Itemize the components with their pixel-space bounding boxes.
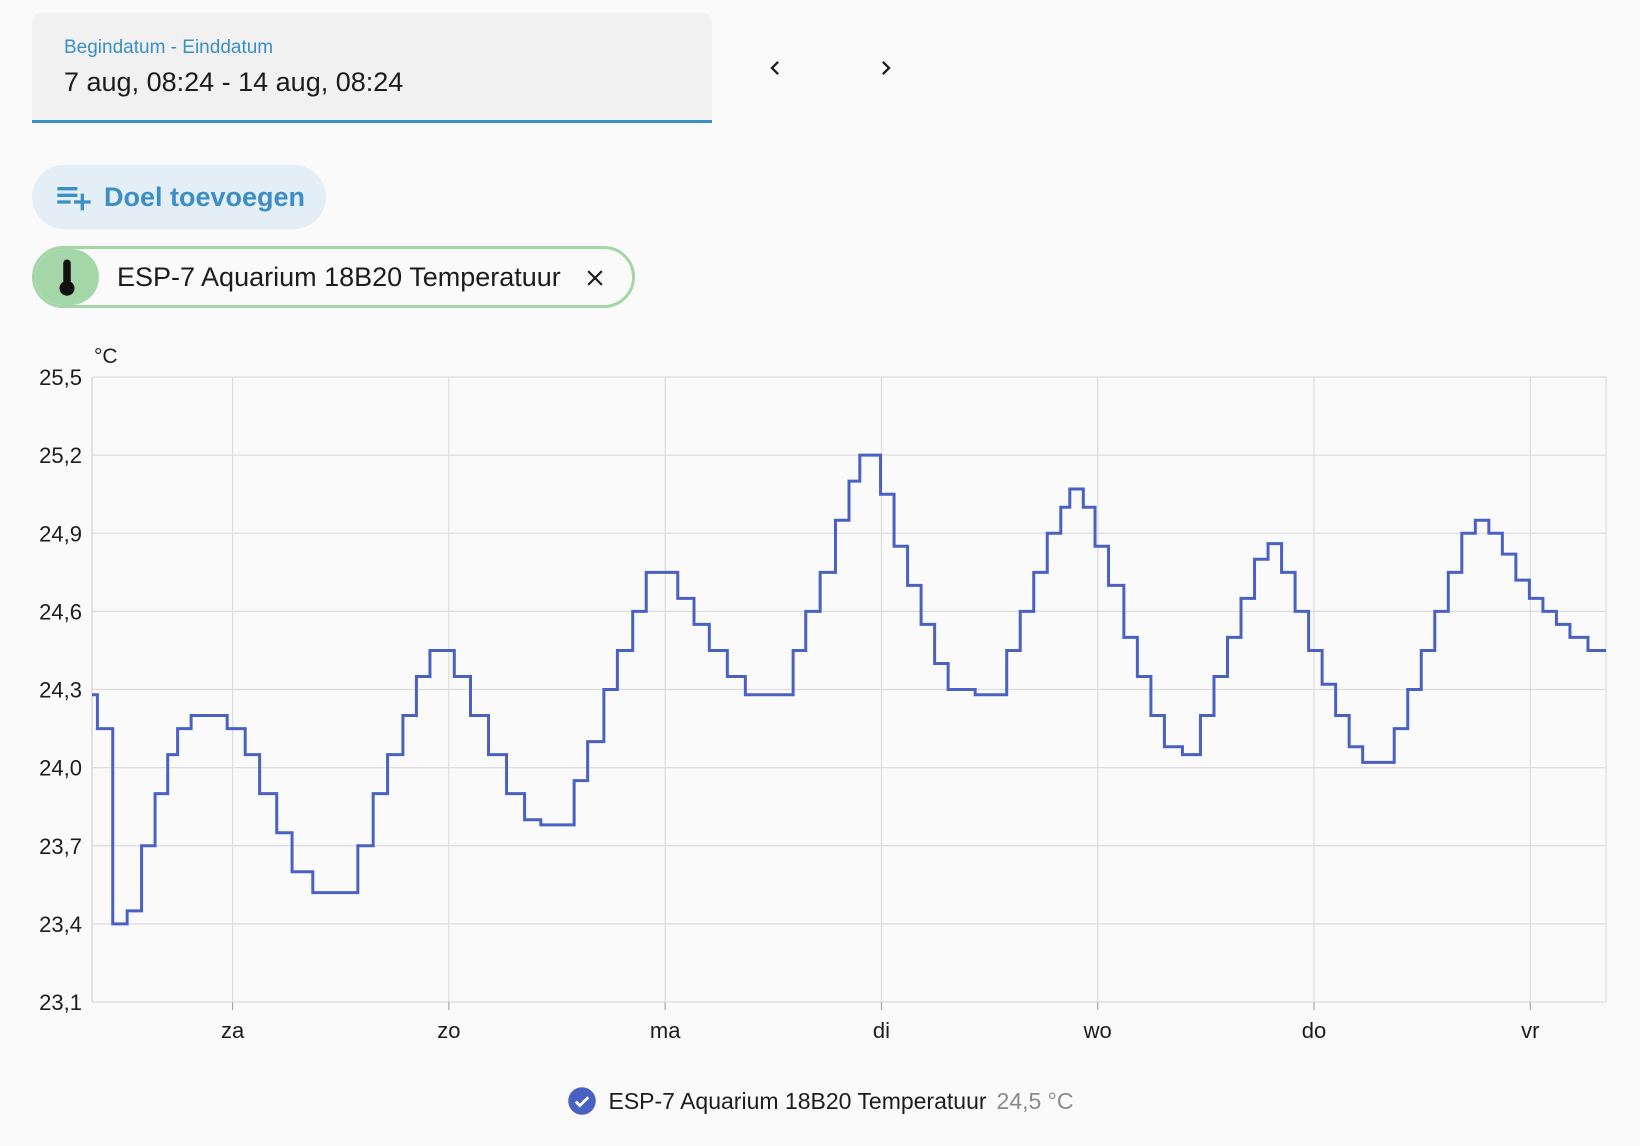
- x-tick-label: wo: [1083, 1018, 1112, 1040]
- x-tick-label: ma: [650, 1018, 681, 1040]
- y-tick-label: 25,2: [39, 443, 82, 468]
- legend-item[interactable]: ESP-7 Aquarium 18B20 Temperatuur 24,5 °C: [567, 1086, 1074, 1116]
- series-line: [92, 453, 1606, 926]
- previous-period-button[interactable]: [751, 44, 799, 92]
- chip-label: ESP-7 Aquarium 18B20 Temperatuur: [117, 261, 561, 292]
- check-circle-icon: [567, 1087, 596, 1115]
- x-tick-label: vr: [1521, 1018, 1539, 1040]
- date-range-picker[interactable]: Begindatum - Einddatum 7 aug, 08:24 - 14…: [32, 13, 712, 123]
- date-range-label: Begindatum - Einddatum: [64, 37, 274, 58]
- y-tick-label: 25,5: [39, 365, 82, 390]
- date-range-value: 7 aug, 08:24 - 14 aug, 08:24: [64, 67, 404, 97]
- close-icon: [587, 270, 603, 286]
- x-tick-label: di: [873, 1018, 890, 1040]
- y-tick-label: 23,4: [39, 912, 82, 937]
- chevron-right-icon: [882, 61, 891, 75]
- legend-series-name: ESP-7 Aquarium 18B20 Temperatuur: [608, 1087, 987, 1114]
- y-tick-label: 23,7: [39, 834, 82, 859]
- y-tick-label: 24,0: [39, 756, 82, 781]
- add-target-label: Doel toevoegen: [104, 181, 306, 212]
- y-tick-label: 24,9: [39, 521, 82, 546]
- thermometer-icon: [59, 259, 75, 296]
- y-tick-label: 24,6: [39, 599, 82, 624]
- x-tick-label: do: [1302, 1018, 1326, 1040]
- next-period-button[interactable]: [862, 44, 910, 92]
- target-chip: ESP-7 Aquarium 18B20 Temperatuur: [32, 246, 635, 308]
- y-tick-label: 24,3: [39, 678, 82, 703]
- y-axis-unit: °C: [94, 345, 118, 368]
- add-target-button[interactable]: Doel toevoegen: [32, 165, 326, 229]
- chip-icon-container: [35, 249, 99, 305]
- legend-series-value: 24,5 °C: [996, 1087, 1074, 1114]
- playlist-plus-icon: [57, 187, 91, 211]
- y-tick-label: 23,1: [39, 990, 82, 1015]
- history-chart: 25,5 25,2 24,9 24,6 24,3 24,0 23,7 23,4 23,1 °C za…: [39, 345, 1607, 1040]
- chevron-left-icon: [770, 61, 779, 75]
- remove-target-button[interactable]: [578, 261, 612, 295]
- x-tick-label: zo: [437, 1018, 460, 1040]
- x-tick-label: za: [221, 1018, 245, 1040]
- chart-legend: ESP-7 Aquarium 18B20 Temperatuur 24,5 °C: [0, 1086, 1640, 1116]
